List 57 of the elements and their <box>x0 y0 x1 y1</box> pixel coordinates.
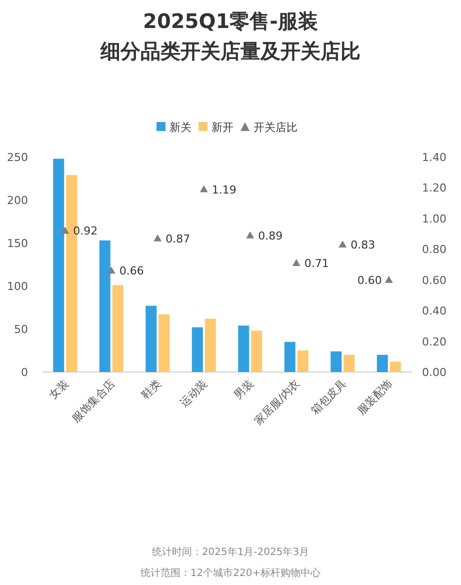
data-label: 1.19 <box>212 183 236 196</box>
legend-label: 新关 <box>170 121 192 134</box>
bar <box>376 354 388 372</box>
y2-tick-label: 1.40 <box>422 151 446 164</box>
y2-tick-label: 0.00 <box>422 366 446 379</box>
y2-tick-label: 0.60 <box>422 274 446 287</box>
x-tick-label: 鞋类 <box>139 376 164 402</box>
point <box>246 231 254 238</box>
point <box>61 226 70 234</box>
bar <box>251 330 262 372</box>
data-label: 0.60 <box>357 274 382 287</box>
data-label: 0.87 <box>166 232 190 246</box>
bar <box>284 342 296 372</box>
bar <box>99 240 110 372</box>
bar <box>344 354 355 372</box>
data-label: 0.89 <box>258 229 283 242</box>
x-tick-label: 服装配饰 <box>354 376 395 418</box>
bar <box>297 350 308 372</box>
y2-tick-label: 0.40 <box>422 304 446 318</box>
bar <box>238 326 250 372</box>
y-tick-label: 50 <box>14 323 28 336</box>
chart-title: 2025Q1零售-服装 <box>143 9 318 33</box>
bar <box>390 362 401 372</box>
legend-label: 新开 <box>212 121 234 134</box>
y2-tick-label: 1.00 <box>422 212 446 226</box>
bar <box>146 306 157 372</box>
y2-tick-label: 0.80 <box>422 243 446 256</box>
y-tick-label: 150 <box>7 237 28 250</box>
y-tick-label: 200 <box>7 194 28 207</box>
point <box>384 276 393 283</box>
bar <box>204 318 216 372</box>
x-tick-label: 箱包皮具 <box>308 376 349 418</box>
point <box>107 266 116 274</box>
bar <box>112 285 124 372</box>
text: 统计时间：2025年1月-2025年3月 <box>152 546 310 558</box>
point <box>200 185 208 192</box>
data-label: 0.71 <box>304 256 329 270</box>
x-tick-label: 运动装 <box>177 376 210 410</box>
y-tick-label: 250 <box>7 151 28 164</box>
text: 统计范围：12个城市220+标杆购物中心 <box>140 567 321 579</box>
point <box>338 240 347 248</box>
y2-tick-label: 0.20 <box>422 335 446 348</box>
point <box>292 258 300 266</box>
y-tick-label: 0 <box>21 366 28 379</box>
x-tick-label: 女装 <box>46 376 72 402</box>
data-label: 0.83 <box>350 238 376 252</box>
bar <box>192 327 203 372</box>
legend-label: 开关店比 <box>254 121 298 134</box>
x-tick-label: 服饰集合店 <box>69 376 118 426</box>
bar <box>53 158 64 372</box>
y2-tick-label: 1.20 <box>422 182 446 195</box>
bar <box>158 314 170 372</box>
bar <box>330 351 342 372</box>
chart-subtitle: 细分品类开关店量及开关店比 <box>100 39 360 63</box>
point <box>154 234 162 242</box>
data-label: 0.66 <box>119 264 144 278</box>
y-tick-label: 100 <box>7 280 28 293</box>
